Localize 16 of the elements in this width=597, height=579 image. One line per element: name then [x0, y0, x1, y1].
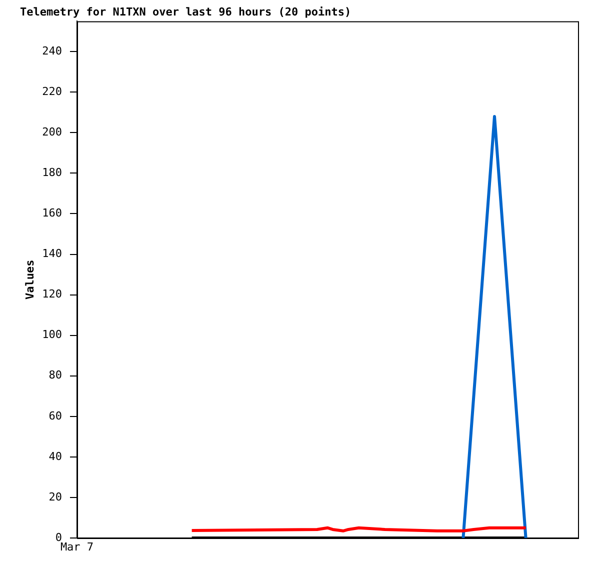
y-tick-label: 80	[48, 368, 62, 382]
y-tick-label: 180	[42, 166, 62, 180]
y-tick-label: 240	[42, 44, 62, 58]
chart-title: Telemetry for N1TXN over last 96 hours (20 points)	[20, 5, 352, 18]
y-tick-label: 100	[42, 328, 62, 342]
y-tick-label: 120	[42, 288, 62, 301]
y-tick-label: 140	[42, 247, 62, 260]
y-tick-label: 60	[48, 409, 62, 422]
y-tick-label: 220	[42, 84, 62, 98]
x-tick-label: Mar 7	[60, 540, 94, 554]
y-tick-label: 160	[42, 206, 62, 220]
y-tick-label: 200	[42, 126, 62, 139]
y-tick-label: 20	[48, 490, 62, 504]
y-tick-label: 40	[48, 450, 62, 463]
y-tick-label: 0	[55, 530, 62, 544]
y-axis-title: Values	[23, 260, 36, 300]
